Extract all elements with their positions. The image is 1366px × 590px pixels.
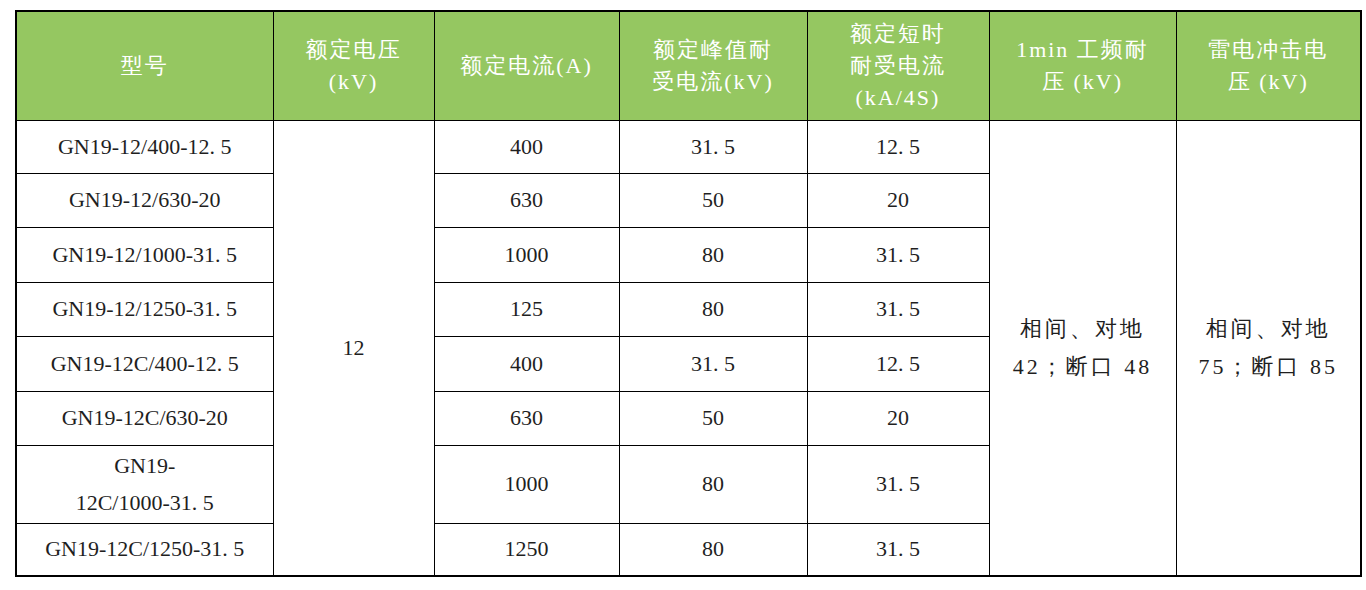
model-cell: GN19-12C/630-20 [16,392,273,446]
model-cell: GN19-12C/1250-31. 5 [16,524,273,576]
short-time-cell: 12. 5 [807,337,989,392]
current-cell: 1000 [434,228,619,283]
short-time-cell: 20 [807,174,989,228]
col-header-power-frequency-withstand: 1min 工频耐 压 (kV) [989,11,1176,121]
current-cell: 400 [434,121,619,174]
col-header-short-time-withstand-current: 额定短时 耐受电流 (kA/4S) [807,11,989,121]
model-cell: GN19-12/630-20 [16,174,273,228]
rated-voltage-merged-cell: 12 [273,121,434,576]
power-frequency-merged-cell: 相间、对地 42；断口 48 [989,121,1176,576]
peak-cell: 80 [619,283,807,337]
short-time-cell: 20 [807,392,989,446]
model-cell: GN19-12/1250-31. 5 [16,283,273,337]
switch-spec-table: 型号 额定电压 (kV) 额定电流(A) 额定峰值耐 受电流(kV) 额定短时 … [15,10,1362,577]
peak-cell: 80 [619,446,807,524]
col-header-peak-withstand-current: 额定峰值耐 受电流(kV) [619,11,807,121]
col-header-rated-current: 额定电流(A) [434,11,619,121]
peak-cell: 80 [619,524,807,576]
header-row: 型号 额定电压 (kV) 额定电流(A) 额定峰值耐 受电流(kV) 额定短时 … [16,11,1361,121]
table-row: GN19-12/400-12. 5 12 400 31. 5 12. 5 相间、… [16,121,1361,174]
peak-cell: 31. 5 [619,337,807,392]
current-cell: 630 [434,174,619,228]
model-cell: GN19-12/400-12. 5 [16,121,273,174]
short-time-cell: 12. 5 [807,121,989,174]
short-time-cell: 31. 5 [807,283,989,337]
current-cell: 125 [434,283,619,337]
model-cell: GN19-12/1000-31. 5 [16,228,273,283]
current-cell: 1250 [434,524,619,576]
model-cell: GN19- 12C/1000-31. 5 [16,446,273,524]
current-cell: 1000 [434,446,619,524]
short-time-cell: 31. 5 [807,524,989,576]
short-time-cell: 31. 5 [807,446,989,524]
peak-cell: 31. 5 [619,121,807,174]
model-cell: GN19-12C/400-12. 5 [16,337,273,392]
col-header-lightning-impulse: 雷电冲击电 压 (kV) [1176,11,1361,121]
peak-cell: 80 [619,228,807,283]
short-time-cell: 31. 5 [807,228,989,283]
peak-cell: 50 [619,392,807,446]
current-cell: 630 [434,392,619,446]
lightning-impulse-merged-cell: 相间、对地 75；断口 85 [1176,121,1361,576]
col-header-rated-voltage: 额定电压 (kV) [273,11,434,121]
peak-cell: 50 [619,174,807,228]
current-cell: 400 [434,337,619,392]
col-header-model: 型号 [16,11,273,121]
